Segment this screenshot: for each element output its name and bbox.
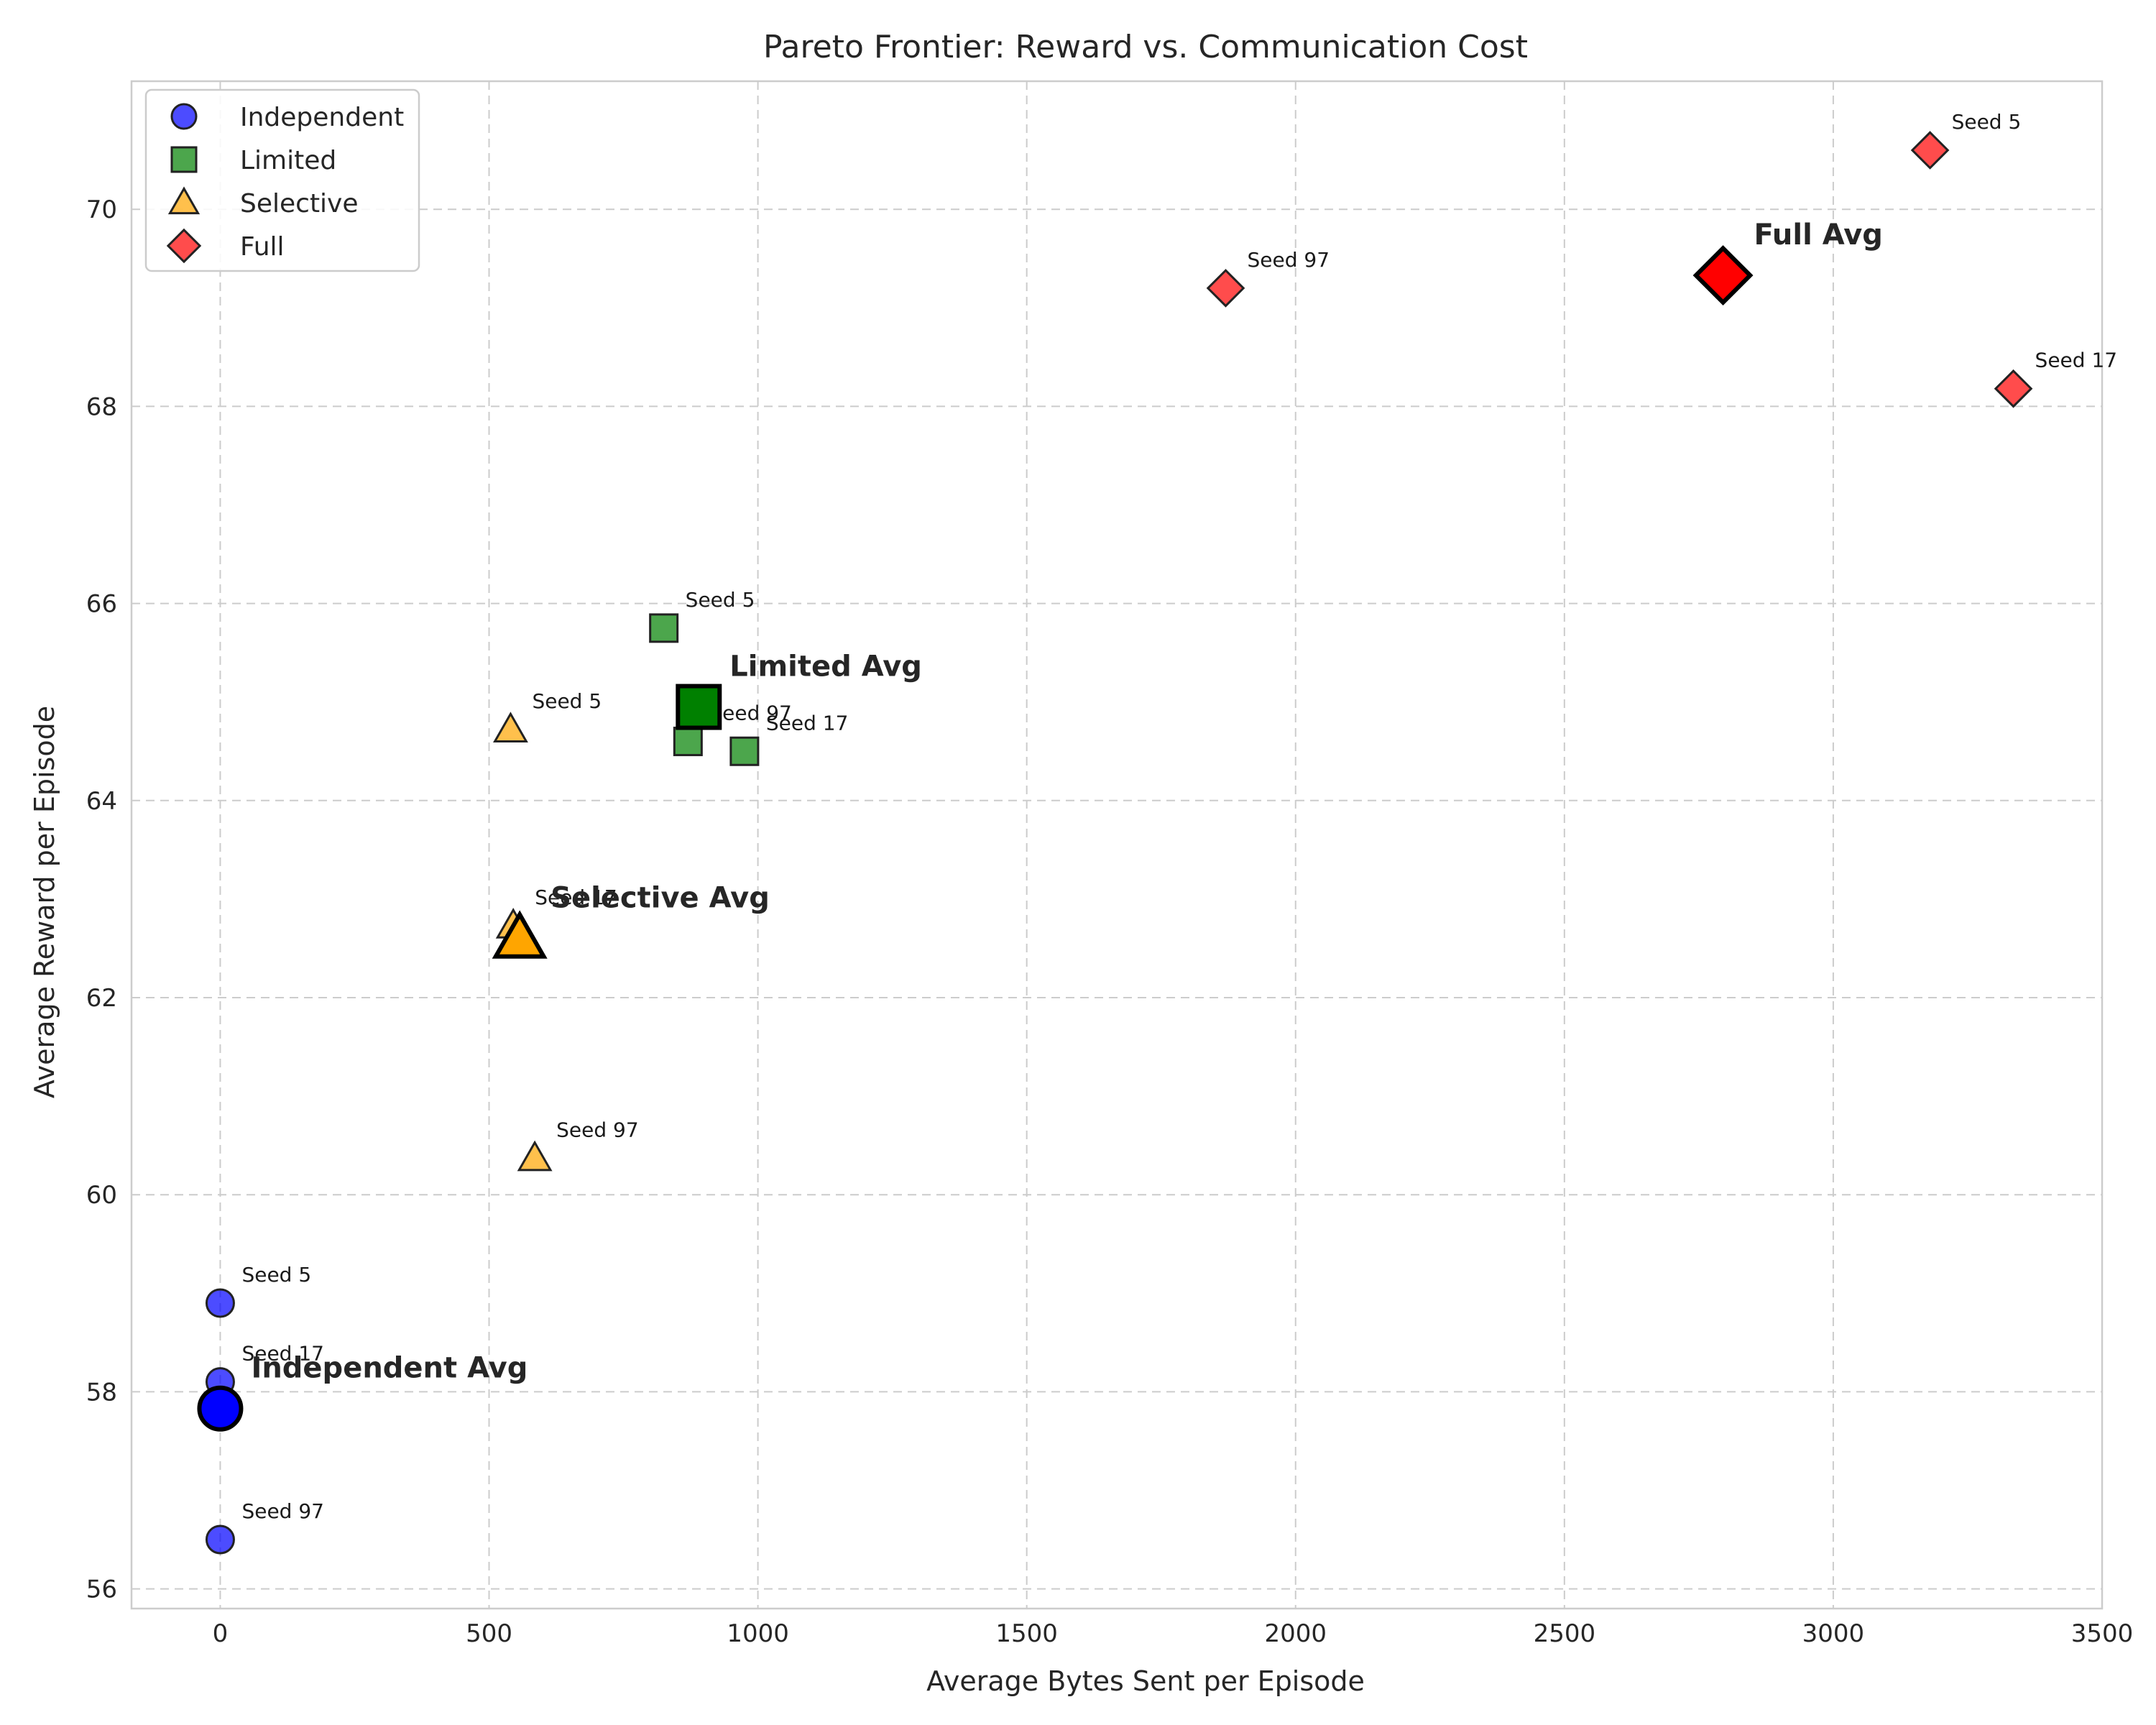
legend: Independent Limited Selective Full: [144, 88, 420, 272]
limited-seed-point: [729, 736, 760, 766]
plot-frame: [130, 80, 2104, 1610]
y-tick-label: 58: [86, 1378, 117, 1407]
average-label: Limited Avg: [729, 650, 922, 684]
legend-label: Selective: [240, 189, 359, 218]
limited-seed-point: [673, 727, 703, 757]
y-axis-label: Average Reward per Episode: [29, 706, 60, 1098]
legend-box: [144, 88, 420, 272]
selective-average-point: [492, 910, 548, 959]
seed-label: Seed 5: [241, 1263, 311, 1287]
seed-label: Seed 17: [2035, 349, 2118, 372]
selective-seed-point: [517, 1140, 553, 1172]
seed-label: Seed 17: [535, 886, 617, 909]
x-tick-label: 0: [213, 1619, 229, 1648]
full-seed-point: [1206, 269, 1245, 308]
limited-average-point: [676, 684, 722, 730]
independent-average-point: [197, 1385, 244, 1432]
x-tick-label: 1000: [727, 1619, 789, 1648]
tick-layer: 0 500 1000 1500 2000 2500 3000 3500 56 58 60 62 64 66…: [86, 196, 2134, 1648]
seed-label: Seed 97: [709, 702, 792, 725]
seed-label: Seed 97: [241, 1499, 324, 1523]
chart-title: Pareto Frontier: Reward vs. Communicatio…: [763, 29, 1528, 65]
average-points-layer: Independent Avg Limited Avg Selective Avg F…: [197, 218, 1883, 1432]
independent-seed-point: [205, 1288, 235, 1318]
seed-label: Seed 17: [241, 1342, 324, 1366]
x-tick-label: 2000: [1264, 1619, 1327, 1648]
x-tick-label: 1500: [995, 1619, 1058, 1648]
seed-label: Seed 97: [556, 1118, 639, 1141]
y-tick-label: 68: [86, 392, 117, 421]
y-tick-label: 70: [86, 196, 117, 224]
selective-seed-point: [493, 712, 528, 742]
x-tick-label: 500: [466, 1619, 512, 1648]
average-label: Full Avg: [1754, 218, 1883, 252]
seed-label: Seed 17: [766, 711, 849, 735]
legend-marker: [167, 186, 201, 215]
average-label: Selective Avg: [550, 882, 770, 915]
y-tick-label: 60: [86, 1181, 117, 1210]
legend-marker: [170, 146, 198, 173]
seed-label: Seed 5: [532, 689, 602, 713]
full-seed-point: [1994, 369, 2033, 408]
x-tick-label: 3000: [1802, 1619, 1865, 1648]
legend-marker: [170, 103, 198, 130]
y-tick-label: 66: [86, 590, 117, 619]
legend-label: Independent: [240, 103, 404, 132]
x-axis-label: Average Bytes Sent per Episode: [926, 1665, 1365, 1697]
y-tick-label: 64: [86, 787, 117, 816]
legend-label: Full: [240, 232, 285, 262]
seed-label: Seed 5: [1952, 110, 2022, 134]
y-tick-label: 62: [86, 984, 117, 1013]
x-tick-label: 2500: [1534, 1619, 1596, 1648]
legend-label: Limited: [240, 146, 336, 175]
full-seed-point: [1910, 131, 1950, 170]
legend-marker: [166, 228, 202, 264]
limited-seed-point: [649, 613, 679, 643]
full-average-point: [1692, 245, 1754, 306]
seed-label: Seed 97: [1248, 248, 1330, 272]
average-label: Independent Avg: [251, 1352, 528, 1385]
seed-label: Seed 5: [686, 588, 755, 612]
independent-seed-point: [205, 1524, 235, 1555]
x-tick-label: 3500: [2071, 1619, 2134, 1648]
y-tick-label: 56: [86, 1576, 117, 1604]
